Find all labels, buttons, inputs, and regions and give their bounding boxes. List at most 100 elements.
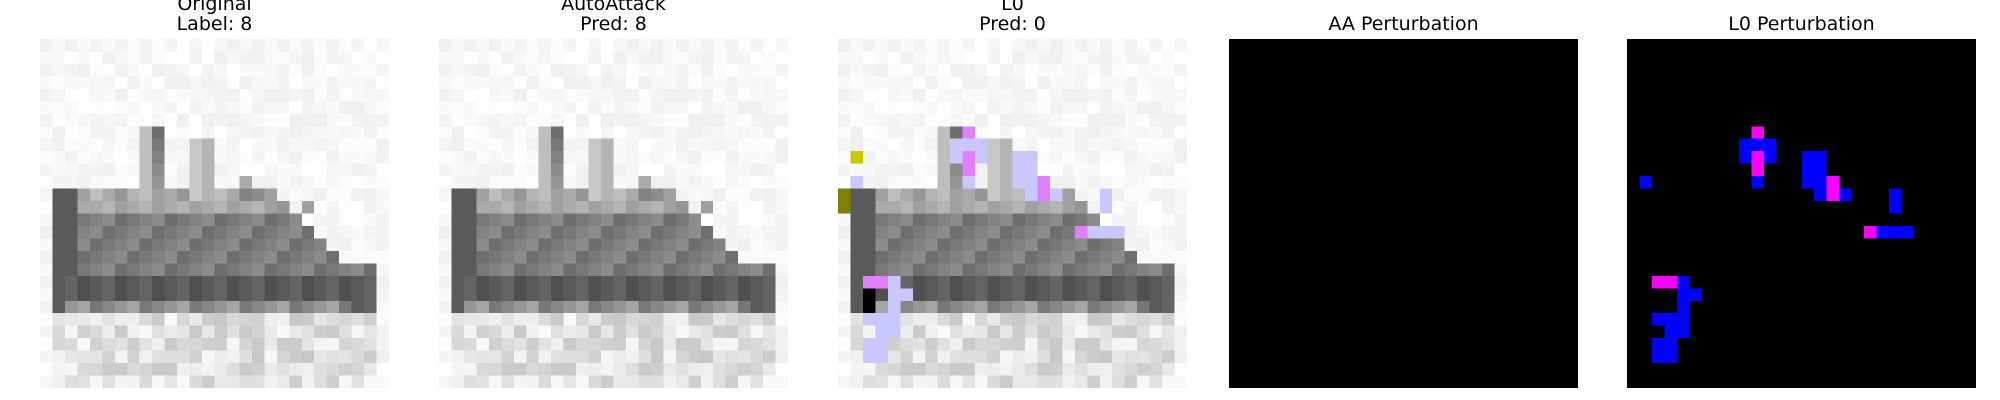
- image-pixel: [1428, 188, 1442, 202]
- image-pixel: [1813, 126, 1827, 139]
- image-pixel: [89, 101, 103, 115]
- image-pixel: [1926, 101, 1939, 115]
- image-pixel: [1888, 300, 1902, 314]
- image-pixel: [1938, 325, 1952, 339]
- image-pixel: [1112, 325, 1125, 339]
- image-pixel: [1174, 338, 1187, 351]
- image-pixel: [1926, 113, 1939, 127]
- image-pixel: [501, 176, 515, 189]
- image-pixel: [1689, 101, 1703, 115]
- image-pixel: [89, 375, 103, 388]
- image-pixel: [1341, 201, 1354, 214]
- image-pixel: [102, 263, 116, 277]
- image-pixel: [588, 188, 602, 202]
- image-pixel: [925, 250, 938, 264]
- image-pixel: [588, 325, 602, 339]
- image-pixel: [189, 238, 203, 252]
- image-pixel: [763, 263, 776, 277]
- image-pixel: [713, 325, 726, 339]
- image-pixel: [1366, 263, 1379, 277]
- image-pixel: [775, 101, 788, 115]
- image-pixel: [1838, 39, 1852, 52]
- image-pixel: [1465, 213, 1479, 227]
- image-pixel: [950, 325, 963, 339]
- image-pixel: [152, 313, 165, 326]
- image-pixel: [1851, 113, 1865, 127]
- image-pixel: [700, 288, 714, 301]
- image-pixel: [613, 238, 627, 252]
- image-pixel: [1099, 201, 1113, 214]
- image-pixel: [937, 350, 951, 364]
- image-pixel: [1391, 213, 1404, 227]
- image-pixel: [1478, 76, 1491, 90]
- image-pixel: [251, 113, 265, 127]
- image-pixel: [64, 88, 78, 102]
- image-pixel: [1714, 63, 1727, 77]
- image-pixel: [1341, 338, 1354, 351]
- image-pixel: [1764, 63, 1777, 77]
- image-pixel: [1515, 88, 1529, 102]
- image-pixel: [1440, 126, 1454, 139]
- image-pixel: [77, 138, 91, 152]
- image-pixel: [1087, 126, 1100, 139]
- image-pixel: [351, 288, 365, 301]
- image-pixel: [675, 101, 689, 115]
- image-pixel: [538, 350, 552, 364]
- image-pixel: [226, 350, 240, 364]
- image-pixel: [875, 138, 889, 152]
- image-pixel: [1378, 225, 1392, 239]
- image-pixel: [1366, 63, 1379, 77]
- image-pixel: [451, 213, 465, 227]
- image-pixel: [725, 138, 739, 152]
- image-pixel: [1291, 313, 1305, 326]
- image-pixel: [139, 213, 153, 227]
- image-pixel: [725, 225, 739, 239]
- image-pixel: [1789, 163, 1802, 177]
- image-pixel: [650, 375, 664, 388]
- image-pixel: [1074, 288, 1088, 301]
- image-pixel: [1826, 138, 1840, 152]
- image-pixel: [850, 325, 864, 339]
- image-pixel: [1639, 338, 1653, 351]
- image-pixel: [713, 350, 726, 364]
- image-pixel: [1789, 250, 1802, 264]
- image-pixel: [1253, 213, 1267, 227]
- image-pixel: [1341, 101, 1354, 115]
- image-pixel: [1049, 188, 1063, 202]
- image-pixel: [925, 163, 938, 177]
- image-pixel: [1963, 188, 1976, 202]
- image-pixel: [650, 138, 664, 152]
- image-pixel: [1278, 350, 1292, 364]
- image-pixel: [64, 163, 78, 177]
- image-pixel: [1024, 163, 1038, 177]
- image-pixel: [1651, 176, 1665, 189]
- image-pixel: [1888, 313, 1902, 326]
- image-pixel: [1553, 250, 1566, 264]
- image-pixel: [1453, 163, 1467, 177]
- image-pixel: [1341, 188, 1354, 202]
- image-pixel: [1124, 176, 1138, 189]
- image-pixel: [887, 188, 901, 202]
- image-pixel: [1639, 325, 1653, 339]
- image-pixel: [139, 375, 153, 388]
- image-pixel: [376, 213, 389, 227]
- image-pixel: [1553, 213, 1566, 227]
- image-pixel: [1503, 300, 1516, 314]
- image-pixel: [127, 325, 140, 339]
- image-pixel: [1137, 51, 1150, 65]
- image-pixel: [1291, 113, 1305, 127]
- image-pixel: [1341, 76, 1354, 90]
- image-pixel: [663, 238, 677, 252]
- image-pixel: [1664, 250, 1678, 264]
- image-pixel: [202, 51, 215, 65]
- image-pixel: [1174, 101, 1187, 115]
- image-pixel: [763, 76, 776, 90]
- image-pixel: [251, 338, 265, 351]
- image-pixel: [1000, 76, 1013, 90]
- image-pixel: [1938, 176, 1952, 189]
- image-pixel: [551, 325, 564, 339]
- image-pixel: [987, 51, 1001, 65]
- image-pixel: [1229, 113, 1242, 127]
- image-pixel: [1012, 101, 1026, 115]
- image-pixel: [1926, 263, 1939, 277]
